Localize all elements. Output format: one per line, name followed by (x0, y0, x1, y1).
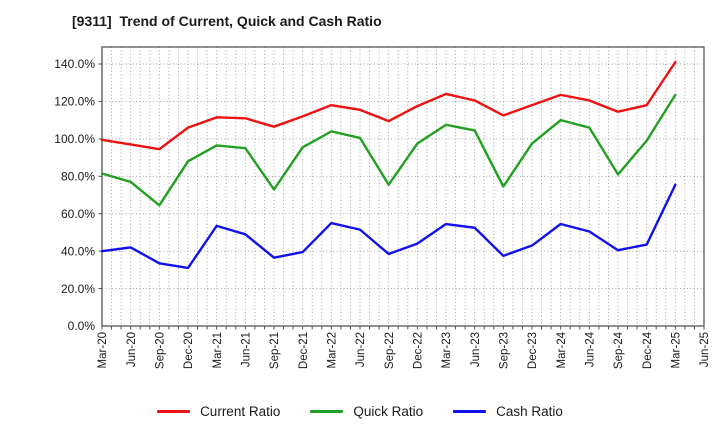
x-axis-label: Mar-21 (212, 332, 224, 368)
legend-item-cash-ratio: Cash Ratio (453, 404, 563, 419)
x-axis-label: Jun-23 (470, 332, 482, 367)
x-axis-label: Dec-24 (642, 331, 654, 369)
x-axis-label: Mar-24 (556, 331, 568, 368)
y-axis-label: 60.0% (61, 207, 95, 221)
x-axis-label: Dec-20 (183, 332, 195, 369)
y-axis-label: 100.0% (54, 132, 95, 146)
y-axis-label: 120.0% (54, 95, 95, 109)
legend-label: Quick Ratio (353, 404, 424, 419)
x-axis-label: Dec-23 (527, 332, 539, 369)
legend-label: Cash Ratio (496, 404, 563, 419)
legend-label: Current Ratio (200, 404, 281, 419)
quick-ratio-line-swatch (310, 410, 344, 413)
x-axis-label: Mar-23 (441, 332, 453, 368)
current-ratio-line-swatch (157, 410, 191, 413)
legend-item-quick-ratio: Quick Ratio (310, 404, 423, 419)
current-ratio-line (100, 60, 677, 151)
x-axis-label: Jun-24 (585, 331, 597, 367)
cash-ratio-line (100, 183, 677, 270)
x-axis-label: Mar-22 (327, 332, 339, 368)
x-axis-label: Dec-22 (413, 332, 425, 369)
x-axis-label: Jun-21 (241, 332, 253, 367)
quick-ratio-line (100, 93, 677, 207)
chart-title: [9311] Trend of Current, Quick and Cash … (72, 13, 382, 29)
x-axis-label: Sep-24 (613, 331, 625, 369)
plot-frame (101, 46, 705, 327)
x-axis-label: Jun-25 (699, 332, 711, 367)
x-axis-label: Sep-23 (499, 332, 511, 369)
y-axis-label: 0.0% (68, 319, 96, 333)
x-axis-label: Mar-20 (97, 332, 109, 368)
y-axis-label: 20.0% (61, 282, 95, 296)
y-axis-label: 140.0% (54, 57, 95, 71)
cash-ratio-line-swatch (453, 410, 487, 413)
x-axis-label: Mar-25 (671, 332, 683, 368)
x-axis-label: Dec-21 (298, 332, 310, 369)
chart-legend: Current Ratio Quick Ratio Cash Ratio (0, 404, 720, 419)
legend-item-current-ratio: Current Ratio (157, 404, 280, 419)
x-axis-label: Jun-22 (355, 332, 367, 367)
x-axis-label: Sep-21 (269, 332, 281, 369)
x-axis-label: Sep-22 (384, 332, 396, 369)
x-axis-label: Sep-20 (155, 332, 167, 369)
x-axis-label: Jun-20 (126, 332, 138, 367)
y-axis-label: 80.0% (61, 169, 95, 183)
y-axis-label: 40.0% (61, 244, 95, 258)
